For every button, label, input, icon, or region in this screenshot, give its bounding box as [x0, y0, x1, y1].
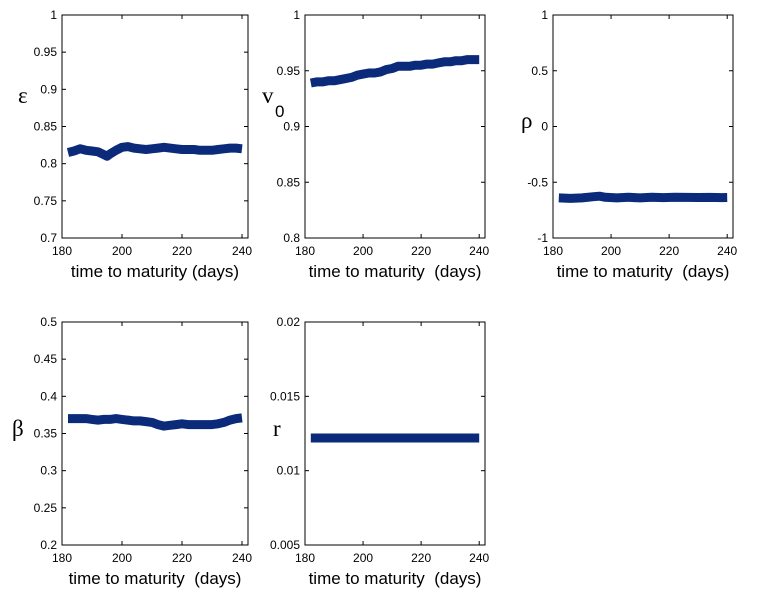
subplot-beta: 0.2 0.25 0.3 0.35 0.4 0.45 0.5 180 200 220 240 time… — [12, 315, 252, 588]
y-tick-label: 1 — [541, 8, 548, 22]
y-tick-label: 0.8 — [40, 157, 57, 171]
x-tick-label: 200 — [601, 244, 621, 258]
y-tick-label: 0.005 — [270, 538, 300, 552]
x-tick-label: 180 — [52, 551, 72, 565]
x-tick-label: 180 — [295, 244, 315, 258]
y-tick-label: 0.35 — [34, 427, 58, 441]
y-tick-label: 0.3 — [40, 464, 57, 478]
x-tick-label: 180 — [295, 551, 315, 565]
y-tick-label: 0.5 — [531, 64, 548, 78]
x-tick-label: 200 — [353, 551, 373, 565]
x-axis-label: time to maturity (days) — [71, 262, 239, 281]
y-tick-label: 1 — [50, 8, 57, 22]
x-tick-label: 220 — [172, 551, 192, 565]
y-tick-label: 0.015 — [270, 389, 300, 403]
y-tick-label: 0.9 — [283, 120, 300, 134]
x-tick-label: 200 — [353, 244, 373, 258]
y-axis-label-subscript: 0 — [275, 102, 284, 121]
y-tick-label: 0.45 — [34, 352, 58, 366]
x-tick-label: 220 — [659, 244, 679, 258]
x-tick-label: 220 — [411, 244, 431, 258]
y-tick-label: 0.95 — [34, 45, 58, 59]
x-tick-label: 240 — [232, 551, 252, 565]
axes-frame — [304, 14, 486, 239]
subplot-v0: 0.8 0.85 0.9 0.95 1 180 200 220 240 time to matur… — [262, 8, 490, 281]
x-tick-label: 180 — [52, 244, 72, 258]
x-tick-label: 180 — [543, 244, 563, 258]
y-axis-label: β — [12, 416, 24, 441]
x-tick-label: 200 — [112, 551, 132, 565]
x-axis-label: time to maturity (days) — [309, 569, 482, 588]
y-axis-label: r — [273, 416, 281, 441]
y-tick-label: 0 — [541, 120, 548, 134]
y-tick-label: 0.02 — [277, 315, 301, 329]
subplot-r: 0.005 0.01 0.015 0.02 180 200 220 240 time to ma… — [270, 315, 490, 588]
y-tick-label: 0.4 — [40, 389, 57, 403]
series-line-beta — [68, 413, 243, 431]
axes-frame — [61, 321, 249, 546]
x-axis-label: time to maturity (days) — [309, 262, 482, 281]
y-axis-label: v — [262, 83, 274, 108]
axes-frame — [552, 14, 734, 239]
y-tick-label: 0.2 — [40, 538, 57, 552]
y-axis-label: ε — [18, 83, 28, 108]
y-tick-label: 1 — [293, 8, 300, 22]
x-tick-label: 200 — [112, 244, 132, 258]
x-tick-label: 220 — [411, 551, 431, 565]
y-tick-label: 0.85 — [277, 175, 301, 189]
y-tick-label: 0.95 — [277, 64, 301, 78]
subplot-rho: -1 -0.5 0 0.5 1 180 200 220 240 time to maturity … — [521, 8, 738, 281]
subplot-epsilon: 0.7 0.75 0.8 0.85 0.9 0.95 1 180 200 220 240 time t… — [18, 8, 252, 281]
y-tick-label: 0.9 — [40, 82, 57, 96]
y-tick-label: 0.7 — [40, 231, 57, 245]
x-tick-label: 240 — [717, 244, 737, 258]
y-tick-label: 0.25 — [34, 501, 58, 515]
y-tick-label: -0.5 — [527, 175, 548, 189]
x-tick-label: 240 — [469, 244, 489, 258]
y-tick-label: 0.75 — [34, 194, 58, 208]
y-tick-label: 0.85 — [34, 120, 58, 134]
x-axis-label: time to maturity (days) — [557, 262, 730, 281]
x-tick-label: 240 — [232, 244, 252, 258]
x-tick-label: 220 — [172, 244, 192, 258]
series-line-v0 — [309, 55, 480, 88]
series-line-epsilon — [66, 142, 243, 161]
axes-frame — [61, 14, 249, 239]
y-axis-label: ρ — [521, 108, 532, 133]
series-line-rho — [558, 191, 728, 203]
y-tick-label: 0.8 — [283, 231, 300, 245]
y-tick-label: 0.5 — [40, 315, 57, 329]
y-tick-label: -1 — [537, 231, 548, 245]
x-axis-label: time to maturity (days) — [69, 569, 242, 588]
y-tick-label: 0.01 — [277, 464, 301, 478]
x-tick-label: 240 — [469, 551, 489, 565]
